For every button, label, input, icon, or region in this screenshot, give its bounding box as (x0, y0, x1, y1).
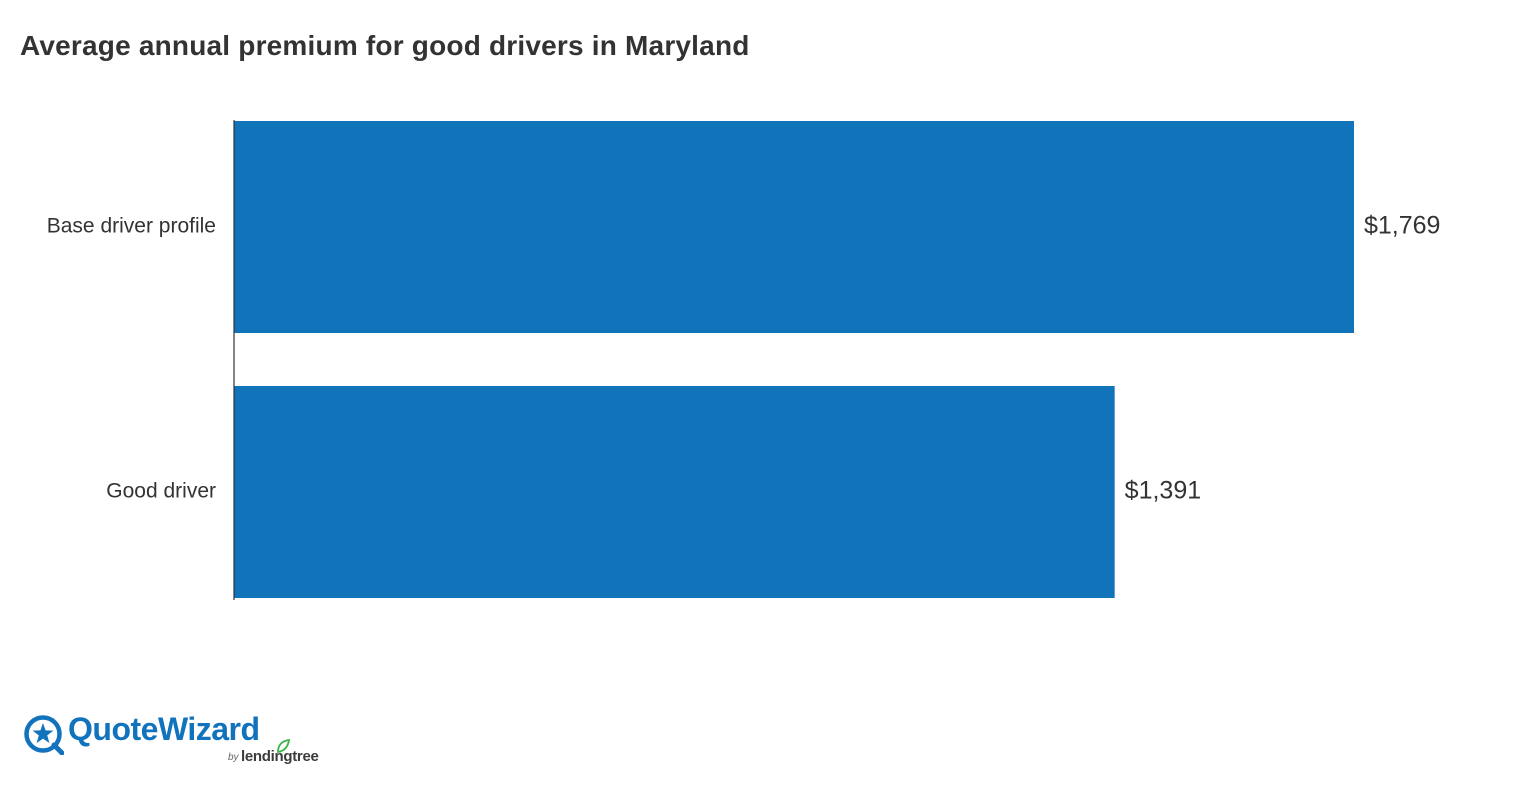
category-label-1: Good driver (106, 480, 216, 503)
parent-brand-name: lendingtree (241, 748, 319, 765)
bar-0 (234, 121, 1354, 333)
labels-layer: Base driver profile $1,769 Good driver $1,3… (47, 212, 1441, 505)
wizard-star-icon (24, 715, 64, 755)
value-label-0: $1,769 (1364, 212, 1440, 240)
chart-title: Average annual premium for good drivers … (20, 30, 750, 61)
quotewizard-logo: QuoteWizard by lendingtree (22, 711, 352, 771)
by-text: by (228, 752, 239, 763)
leaf-icon (277, 739, 290, 753)
brand-name: QuoteWizard (68, 711, 260, 747)
bar-1 (234, 386, 1115, 598)
value-label-1: $1,391 (1125, 477, 1201, 505)
category-label-0: Base driver profile (47, 215, 216, 238)
bars-layer (234, 121, 1354, 598)
